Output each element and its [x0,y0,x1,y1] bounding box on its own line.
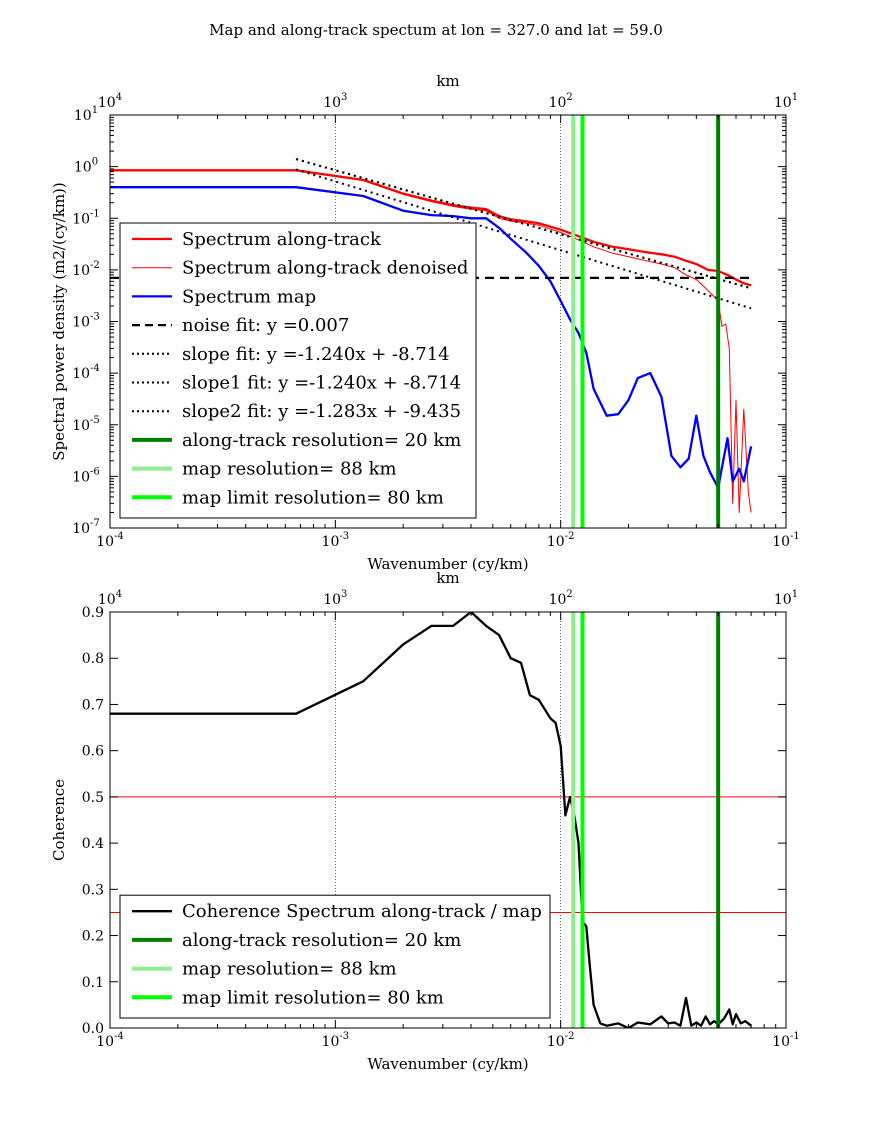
legend-box [119,222,477,519]
legend-box [119,894,551,1019]
plot-area [110,612,786,1028]
legend-label: map resolution= 88 km [182,959,397,980]
legend-label: slope2 fit: y =-1.283x + -9.435 [182,401,461,422]
x-tick-label: 10-4 [96,531,124,550]
x-axis-label: Wavenumber (cy/km) [367,1055,528,1073]
top-x-tick-label: 102 [549,92,573,111]
y-tick-label: 0.7 [82,697,104,713]
y-tick-label: 0.8 [82,651,104,667]
x-axis-label: Wavenumber (cy/km) [367,555,528,573]
y-axis-label: Spectral power density (m2/(cy/km)) [50,182,68,461]
y-tick-label: 10-2 [72,260,100,279]
legend: Coherence Spectrum along-track / map alon… [119,894,551,1019]
coherence-panel: 10-4 10-3 10-2 10-1 104 103 102 101 0.0 0.1 0.2 0.3… [50,569,800,1073]
x-tick-label: 10-2 [547,1031,575,1050]
series-coherence-spectrum-along-track-map [110,612,752,1028]
series-spectrum-along-track [110,169,752,287]
legend: Spectrum along-track Spectrum along-track… [119,222,477,519]
x-tick-label: 10-3 [322,1031,350,1050]
legend-label: map limit resolution= 80 km [182,487,444,508]
y-tick-label: 10-1 [72,208,100,227]
legend-label: along-track resolution= 20 km [182,930,461,951]
y-tick-label: 10-3 [72,312,100,331]
figure-suptitle: Map and along-track spectum at lon = 327… [209,21,663,39]
x-tick-label: 10-1 [772,531,800,550]
legend-label: Coherence Spectrum along-track / map [182,901,542,922]
legend-label: Spectrum along-track [182,229,382,250]
y-tick-label: 0.3 [82,882,104,898]
legend-label: slope fit: y =-1.240x + -8.714 [182,344,450,365]
legend-label: slope1 fit: y =-1.240x + -8.714 [182,373,461,394]
y-axis-label: Coherence [50,779,68,861]
top-x-tick-label: 101 [774,92,798,111]
top-x-tick-label: 102 [549,589,573,608]
y-tick-label: 100 [74,157,98,176]
y-tick-label: 0.0 [82,1021,104,1037]
top-x-tick-label: 104 [98,589,122,608]
y-tick-label: 0.9 [82,605,104,621]
x-tick-label: 10-2 [547,531,575,550]
top-x-tick-label: 104 [98,92,122,111]
legend-label: map resolution= 88 km [182,459,397,480]
y-tick-label: 0.6 [82,744,104,760]
y-tick-label: 10-4 [72,363,100,382]
series-slope1-fit-y-1-240x-8-714 [295,158,752,290]
y-tick-label: 101 [74,105,98,124]
x-tick-label: 10-3 [322,531,350,550]
y-tick-label: 0.5 [82,790,104,806]
y-tick-label: 10-6 [72,466,100,485]
top-x-tick-label: 103 [323,92,347,111]
axes-frame [109,611,787,1029]
top-x-tick-label: 101 [774,589,798,608]
y-tick-label: 0.1 [82,975,104,991]
legend-label: along-track resolution= 20 km [182,430,461,451]
y-tick-label: 10-5 [72,415,100,434]
top-axis-label: km [436,72,459,90]
y-tick-label: 0.4 [82,836,104,852]
legend-label: Spectrum map [182,286,316,307]
y-tick-label: 10-7 [72,518,100,537]
legend-label: Spectrum along-track denoised [182,258,468,279]
top-x-tick-label: 103 [323,589,347,608]
legend-label: noise fit: y =0.007 [182,315,349,336]
legend-label: map limit resolution= 80 km [182,987,444,1008]
y-tick-label: 0.2 [82,929,104,945]
spectrum-panel: 10-4 10-3 10-2 10-1 104 103 102 101 101 100 10-1 10… [50,72,800,573]
series-slope2-fit-y-1-283x-9-435 [295,168,752,310]
x-tick-label: 10-1 [772,1031,800,1050]
top-axis-label: km [436,569,459,587]
x-tick-label: 10-4 [96,1031,124,1050]
